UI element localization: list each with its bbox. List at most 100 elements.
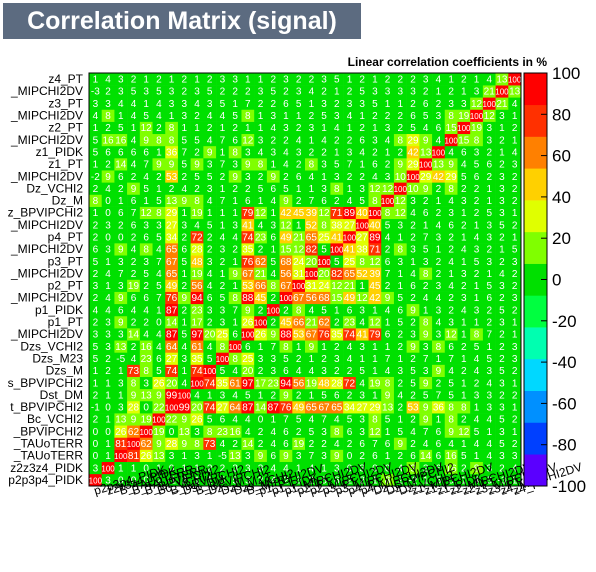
heatmap-cell <box>139 425 153 438</box>
heatmap-cell <box>317 376 331 390</box>
heatmap-cell-label: 3 <box>232 75 238 86</box>
heatmap-cell <box>101 425 115 438</box>
colorbar-segment <box>524 231 547 264</box>
heatmap-cell-label: 12 <box>446 330 458 341</box>
heatmap-cell <box>444 315 458 329</box>
heatmap-cell-label: 3 <box>512 257 518 268</box>
heatmap-cell <box>139 230 153 244</box>
heatmap-cell-label: 62 <box>141 439 153 450</box>
heatmap-cell-label: 3 <box>423 75 429 86</box>
heatmap-cell-label: 3 <box>398 257 404 268</box>
heatmap-cell-label: 3 <box>169 99 175 110</box>
heatmap-cell <box>139 243 153 256</box>
heatmap-cell <box>241 255 255 268</box>
heatmap-cell <box>317 291 331 305</box>
heatmap-cell <box>114 230 128 244</box>
heatmap-cell <box>114 461 128 475</box>
heatmap-cell-label: 8 <box>423 269 429 280</box>
y-axis-label: _MIPCHI2DV <box>10 266 83 280</box>
heatmap-cell-label: 3 <box>232 220 238 231</box>
heatmap-cell-label: 9 <box>385 390 391 401</box>
heatmap-cell-label: 3 <box>93 281 99 292</box>
heatmap-cell <box>292 243 306 256</box>
heatmap-cell-label: 1 <box>334 87 340 98</box>
heatmap-cell <box>432 243 446 256</box>
heatmap-cell-label: 4 <box>448 257 454 268</box>
heatmap-cell-label: 26 <box>191 415 203 426</box>
heatmap-cell-label: 1 <box>105 378 111 389</box>
heatmap-cell <box>165 364 179 377</box>
heatmap-cell <box>139 400 153 414</box>
heatmap-cell <box>266 449 280 463</box>
heatmap-cell <box>89 388 103 402</box>
heatmap-cell-label: 9 <box>448 427 454 438</box>
heatmap-cell-label: 5 <box>321 390 327 401</box>
heatmap-cell-label: 8 <box>283 342 289 353</box>
heatmap-cell-label: 6 <box>105 147 111 158</box>
heatmap-cell-label: 3 <box>321 184 327 195</box>
heatmap-cell <box>482 303 496 317</box>
heatmap-cell <box>139 303 153 317</box>
heatmap-cell-label: 1 <box>182 123 188 134</box>
heatmap-cell <box>393 388 407 402</box>
heatmap-cell-label: 4 <box>512 99 518 110</box>
heatmap-cell-label: 3 <box>105 220 111 231</box>
heatmap-cell-label: 35 <box>217 378 229 389</box>
heatmap-cell-label: 1 <box>461 390 467 401</box>
heatmap-cell-label: 5 <box>245 390 251 401</box>
heatmap-cell <box>406 352 420 365</box>
heatmap-cell <box>101 352 115 365</box>
heatmap-cell <box>482 255 496 268</box>
heatmap-cell <box>216 437 230 450</box>
heatmap-cell <box>406 376 420 390</box>
heatmap-cell <box>482 473 496 487</box>
heatmap-cell-label: 1 <box>347 75 353 86</box>
heatmap-cell <box>355 291 369 305</box>
heatmap-cell-label: 4 <box>131 160 137 171</box>
heatmap-cell <box>101 473 115 487</box>
heatmap-cell <box>177 291 191 305</box>
heatmap-cell-label: 3 <box>385 172 391 183</box>
heatmap-cell-label: 6 <box>436 427 442 438</box>
heatmap-cell-label: 61 <box>230 378 242 389</box>
heatmap-cell-label: 74 <box>166 366 178 377</box>
heatmap-cell <box>241 461 255 475</box>
heatmap-cell <box>152 413 166 426</box>
heatmap-cell <box>381 364 395 377</box>
heatmap-cell-label: 5 <box>512 245 518 256</box>
heatmap-cell <box>152 376 166 390</box>
heatmap-cell-label: 2 <box>207 123 213 134</box>
heatmap-cell <box>165 473 179 487</box>
heatmap-cell-label: 2 <box>270 135 276 146</box>
heatmap-cell <box>127 328 141 341</box>
heatmap-cell <box>495 315 509 329</box>
heatmap-cell-label: 1 <box>258 342 264 353</box>
heatmap-cell-label: 0 <box>105 403 111 414</box>
heatmap-cell <box>305 340 319 353</box>
heatmap-cell-label: 13 <box>382 403 394 414</box>
heatmap-cell-label: 1 <box>232 208 238 219</box>
heatmap-cell <box>368 449 382 463</box>
heatmap-cell-label: 8 <box>372 415 378 426</box>
heatmap-cell-label: 3 <box>359 99 365 110</box>
y-axis-label: _MIPCHI2DV <box>10 218 83 232</box>
heatmap-cell <box>279 437 293 450</box>
heatmap-cell-label: 3 <box>182 354 188 365</box>
heatmap-cell <box>495 425 509 438</box>
heatmap-cell-label: 12 <box>242 135 254 146</box>
heatmap-cell-label: 29 <box>420 172 432 183</box>
heatmap-cell-label: 3 <box>309 123 315 134</box>
heatmap-cell-label: 1 <box>499 147 505 158</box>
heatmap-cell-label: 1 <box>207 451 213 462</box>
heatmap-cell-label: 29 <box>446 172 458 183</box>
heatmap-cell-label: 0 <box>93 439 99 450</box>
heatmap-cell-label: 3 <box>423 366 429 377</box>
heatmap-cell-label: 3 <box>283 75 289 86</box>
heatmap-cell-label: 4 <box>309 415 315 426</box>
heatmap-cell <box>266 413 280 426</box>
heatmap-cell-label: 45 <box>369 281 381 292</box>
heatmap-cell <box>508 243 522 256</box>
heatmap-cell-label: 94 <box>280 378 292 389</box>
heatmap-cell-label: 1 <box>182 451 188 462</box>
heatmap-cell <box>266 315 280 329</box>
